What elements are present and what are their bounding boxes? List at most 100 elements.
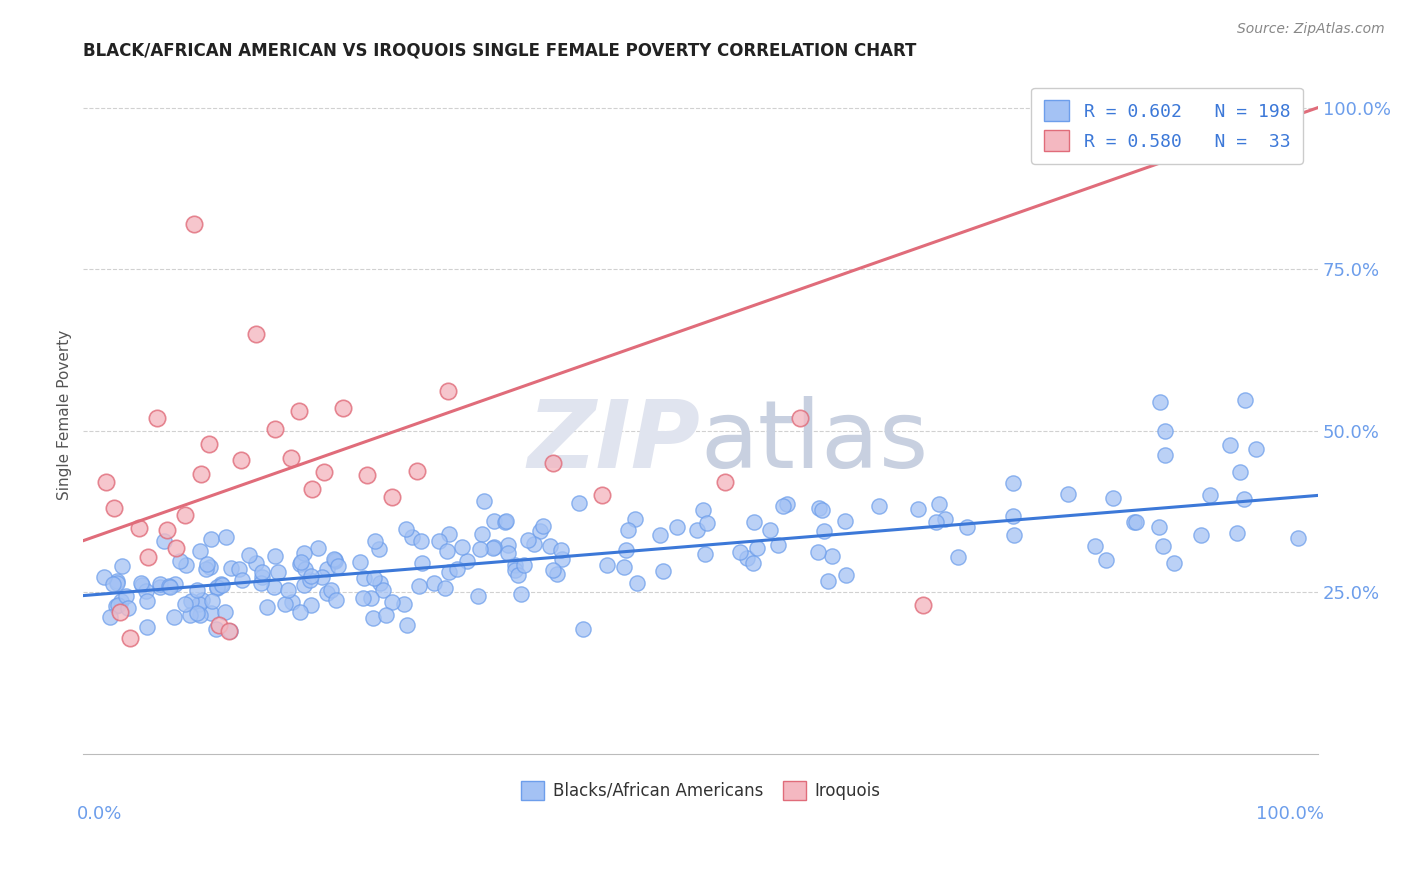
Point [214,605,236,619]
Point [928,497,950,511]
Point [510,587,533,601]
Point [652,564,675,578]
Point [472,494,495,508]
Point [352,591,374,606]
Point [911,599,934,613]
Point [200,594,222,608]
Point [325,593,347,607]
Point [591,488,613,502]
Point [288,557,311,571]
Point [205,581,228,595]
Point [360,591,382,605]
Point [105,574,128,589]
Point [742,515,765,529]
Point [423,576,446,591]
Point [103,501,125,516]
Point [290,605,312,619]
Point [176,558,198,573]
Point [120,631,142,645]
Point [94,475,117,490]
Point [159,580,181,594]
Point [1084,539,1107,553]
Point [543,563,565,577]
Point [551,552,574,566]
Point [745,541,768,556]
Point [183,217,205,231]
Text: atlas: atlas [700,396,929,488]
Point [179,607,201,622]
Point [568,496,591,510]
Point [596,558,619,573]
Point [1153,424,1175,438]
Point [868,500,890,514]
Point [1102,491,1125,506]
Point [131,576,153,591]
Point [450,540,472,554]
Point [180,594,202,608]
Point [169,554,191,568]
Point [205,622,228,636]
Point [188,597,211,611]
Point [165,576,187,591]
Point [256,599,278,614]
Point [1002,509,1025,524]
Point [471,526,494,541]
Point [314,465,336,479]
Point [613,559,636,574]
Point [186,607,208,621]
Point [294,562,316,576]
Point [735,551,758,566]
Point [319,582,342,597]
Point [1163,556,1185,570]
Point [332,401,354,416]
Point [1244,442,1267,456]
Point [624,512,647,526]
Point [381,490,404,504]
Point [103,577,125,591]
Point [381,595,404,609]
Point [1002,527,1025,541]
Text: BLACK/AFRICAN AMERICAN VS IROQUOIS SINGLE FEMALE POVERTY CORRELATION CHART: BLACK/AFRICAN AMERICAN VS IROQUOIS SINGL… [83,42,917,60]
Point [135,583,157,598]
Point [165,541,187,555]
Point [503,558,526,572]
Point [250,566,273,580]
Point [195,557,218,571]
Point [219,561,242,575]
Point [650,528,672,542]
Point [288,403,311,417]
Point [219,624,242,639]
Point [186,583,208,598]
Point [156,524,179,538]
Point [817,574,839,588]
Point [835,568,858,582]
Point [401,531,423,545]
Y-axis label: Single Female Poverty: Single Female Poverty [58,329,72,500]
Point [531,519,554,533]
Point [208,617,231,632]
Point [368,575,391,590]
Point [153,533,176,548]
Point [173,597,195,611]
Point [374,607,396,622]
Point [250,576,273,591]
Point [311,570,333,584]
Point [495,515,517,529]
Point [503,563,526,577]
Point [131,578,153,592]
Point [298,574,321,588]
Point [111,559,134,574]
Point [117,600,139,615]
Point [263,422,285,436]
Point [925,516,948,530]
Text: ZIP: ZIP [527,396,700,488]
Point [264,549,287,564]
Point [696,516,718,530]
Point [395,522,418,536]
Point [211,578,233,592]
Point [149,581,172,595]
Point [292,577,315,591]
Point [572,622,595,636]
Point [946,550,969,565]
Point [292,546,315,560]
